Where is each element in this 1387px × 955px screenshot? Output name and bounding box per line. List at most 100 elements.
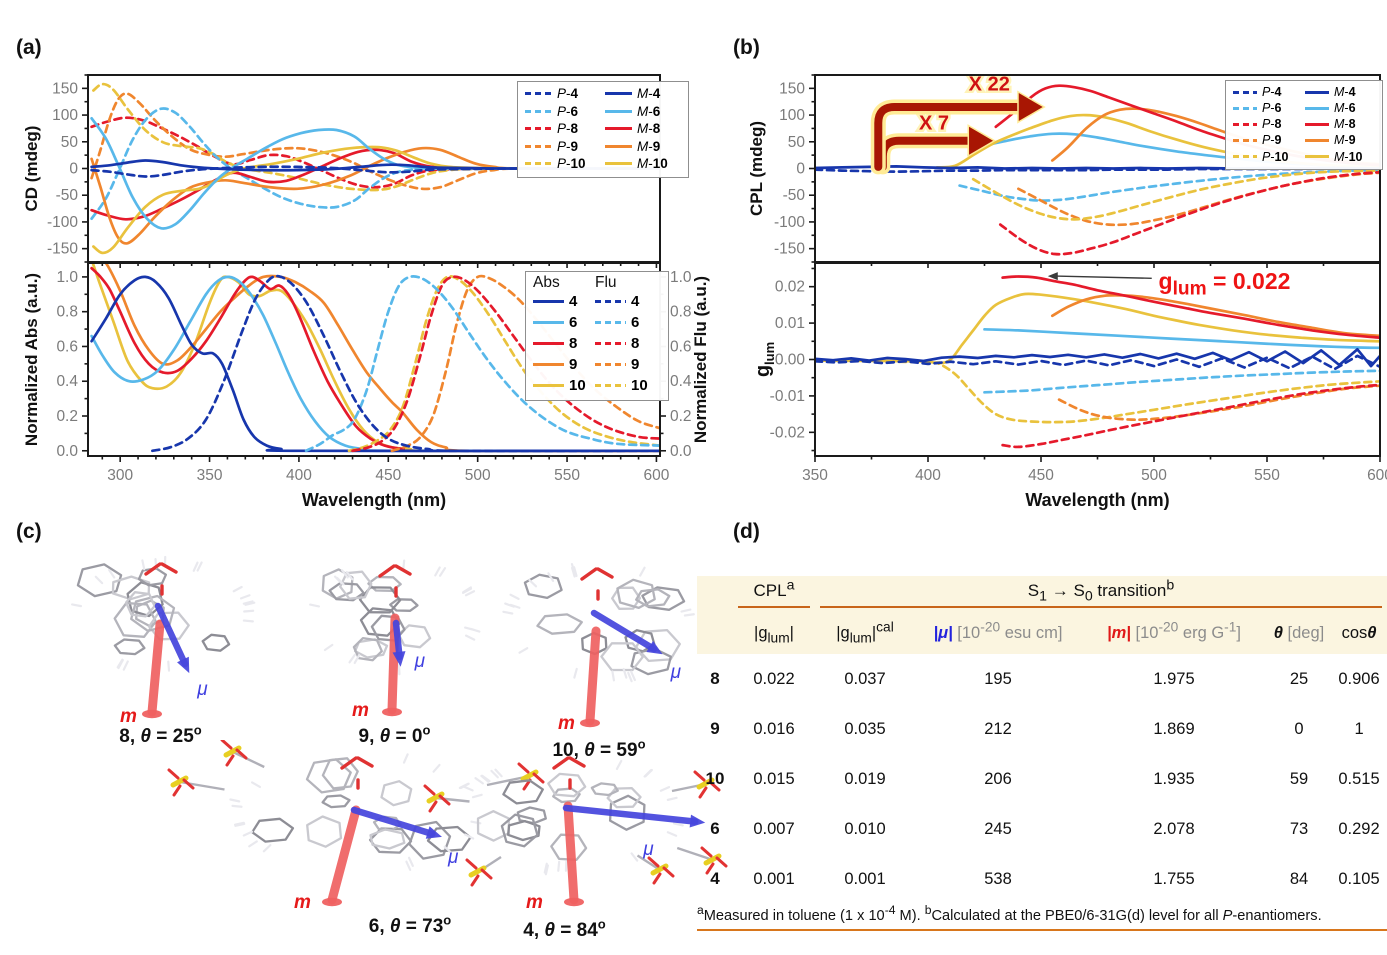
svg-text:600: 600 bbox=[1367, 467, 1387, 484]
m-label: m bbox=[294, 892, 311, 913]
mesyl-group bbox=[676, 846, 728, 875]
legend-label: M-10 bbox=[637, 156, 668, 171]
panel-d: CPLa S1 → S0 transitionb |glum| |glum|cal |… bbox=[697, 576, 1387, 931]
series-P-6 bbox=[983, 369, 1380, 394]
legend-entry: M-10 bbox=[605, 157, 681, 171]
svg-text:100: 100 bbox=[779, 107, 805, 124]
svg-text:0.02: 0.02 bbox=[775, 279, 805, 296]
legend-entry: 9 bbox=[533, 357, 595, 372]
m-arrow-tip bbox=[322, 897, 342, 907]
series-M-10 bbox=[815, 292, 1380, 365]
legend-swatch-dashed bbox=[595, 299, 626, 303]
svg-text:-50: -50 bbox=[56, 187, 79, 204]
oxygen-bridge bbox=[552, 756, 586, 790]
legend-row: P-4 M-4 bbox=[525, 85, 681, 103]
series-P-8 bbox=[90, 116, 660, 189]
col-header: cosθ bbox=[1331, 612, 1387, 654]
svg-text:150: 150 bbox=[52, 80, 78, 97]
series-M-8 bbox=[1001, 275, 1380, 340]
cpl-legend: P-4 M-4 P-6 M-6 P-8 M-8 P-9 M-9 P-10 M-10 bbox=[1225, 80, 1383, 170]
legend-label: P-9 bbox=[1262, 133, 1282, 148]
scale-arrow-head bbox=[1017, 90, 1046, 124]
legend-swatch-solid bbox=[605, 127, 632, 131]
series-Flu-6 bbox=[304, 275, 660, 453]
legend-swatch-dashed bbox=[595, 341, 626, 345]
legend-label: P-10 bbox=[557, 156, 586, 171]
legend-entry: M-4 bbox=[1305, 86, 1375, 99]
cpl-chart: X 7 X 22 150 100 50 0 -50 -100 -150 CPL (mdeg) P-4… bbox=[745, 66, 1387, 263]
legend-entry: 10 bbox=[533, 378, 595, 393]
svg-text:0.6: 0.6 bbox=[670, 338, 692, 355]
series-Abs-4 bbox=[90, 275, 660, 453]
svg-text:0.0: 0.0 bbox=[56, 443, 78, 460]
col-header: |μ| [10-20 esu cm] bbox=[915, 612, 1081, 654]
series-M-9 bbox=[90, 146, 660, 245]
mu-label: μ bbox=[447, 846, 459, 868]
legend-entry: P-8 bbox=[1233, 118, 1305, 131]
panel-c-label: (c) bbox=[16, 520, 42, 543]
legend-label: M-4 bbox=[1334, 84, 1356, 99]
legend-entry: M-6 bbox=[605, 104, 681, 119]
cell: 245 bbox=[984, 819, 1012, 838]
m-label: m bbox=[352, 700, 369, 721]
legend-swatch-solid bbox=[1305, 139, 1329, 143]
legend-header-label: Flu bbox=[595, 274, 617, 291]
row-id: 8 bbox=[710, 669, 720, 688]
cd-series bbox=[90, 82, 660, 255]
legend-entry: P-4 bbox=[1233, 86, 1305, 99]
mesyl-group bbox=[486, 762, 545, 791]
pointer-arrow bbox=[1055, 275, 1152, 279]
legend-swatch-dashed bbox=[525, 127, 552, 131]
cell: 1 bbox=[1354, 719, 1364, 738]
abs-legend: Abs Flu 4 4 6 6 8 8 9 9 10 10 bbox=[525, 271, 669, 401]
mu-label: μ bbox=[670, 662, 681, 684]
m-label: m bbox=[558, 713, 575, 734]
group-header-cpl: CPLa bbox=[733, 576, 815, 612]
m-arrow bbox=[147, 619, 165, 717]
legend-entry: M-9 bbox=[1305, 134, 1375, 147]
svg-text:1.0: 1.0 bbox=[56, 269, 78, 286]
cd-y-axis-label: CD (mdeg) bbox=[22, 126, 41, 212]
svg-text:550: 550 bbox=[554, 467, 580, 484]
col-header: |m| [10-20 erg G-1] bbox=[1081, 612, 1267, 654]
abs-x-axis-label: Wavelength (nm) bbox=[302, 490, 446, 510]
abs-flu-chart: 1.0 1.0 0.8 0.8 0.6 0.6 0.4 0.4 0.2 0.2 0.0 0.0 300 3… bbox=[20, 262, 720, 515]
series-P-9 bbox=[1017, 171, 1380, 227]
legend-swatch-dashed bbox=[1233, 90, 1257, 94]
series-Flu-8 bbox=[351, 275, 660, 453]
svg-text:600: 600 bbox=[643, 467, 669, 484]
corner-cell bbox=[697, 576, 733, 612]
legend-row: P-4 M-4 bbox=[1233, 84, 1375, 100]
scale-annotation: X 7 bbox=[919, 112, 949, 134]
cell: 538 bbox=[984, 869, 1012, 888]
mu-arrow bbox=[154, 602, 189, 668]
legend-swatch-solid bbox=[1305, 122, 1329, 126]
panel-d-label: (d) bbox=[733, 520, 760, 543]
mu-label: μ bbox=[643, 838, 654, 860]
svg-text:400: 400 bbox=[286, 467, 312, 484]
legend-swatch-solid bbox=[533, 341, 564, 345]
cell: 0.015 bbox=[753, 769, 795, 788]
mu-label: μ bbox=[414, 650, 426, 672]
svg-text:0.4: 0.4 bbox=[670, 373, 692, 390]
molecule-caption: 6, θ = 73o bbox=[368, 912, 452, 937]
legend-label: 10 bbox=[631, 376, 648, 394]
row-id: 10 bbox=[705, 769, 725, 788]
legend-label: P-6 bbox=[1262, 101, 1282, 116]
table-row: 8 0.022 0.037 195 1.975 25 0.906 bbox=[697, 654, 1387, 704]
cell: 0.007 bbox=[753, 819, 795, 838]
svg-text:300: 300 bbox=[107, 467, 133, 484]
table-row: 4 0.001 0.001 538 1.755 84 0.105 bbox=[697, 854, 1387, 904]
cell: 0.906 bbox=[1338, 669, 1380, 688]
table-row: 6 0.007 0.010 245 2.078 73 0.292 bbox=[697, 804, 1387, 854]
legend-entry: P-9 bbox=[1233, 134, 1305, 147]
svg-text:0.00: 0.00 bbox=[775, 352, 806, 369]
legend-label: M-9 bbox=[1334, 133, 1356, 148]
svg-text:450: 450 bbox=[375, 467, 401, 484]
m-arrow-tip bbox=[142, 709, 162, 719]
glum-y-axis-label: glum bbox=[752, 342, 777, 377]
cell: 59 bbox=[1289, 769, 1309, 788]
molecule-caption: 4, θ = 84o bbox=[523, 916, 606, 941]
